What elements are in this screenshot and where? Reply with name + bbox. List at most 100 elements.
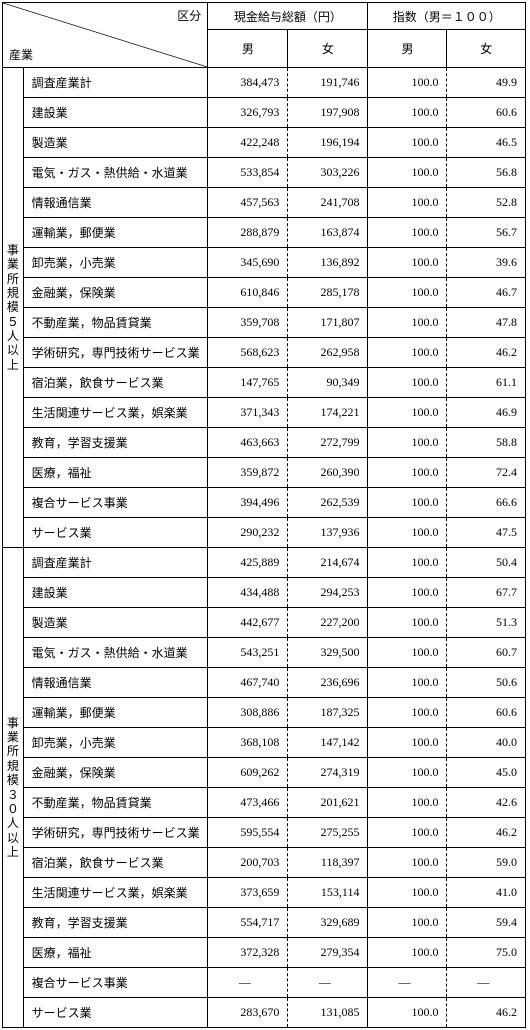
salary-female: 171,807 xyxy=(288,308,368,338)
salary-male: 422,248 xyxy=(208,128,288,158)
salary-female: 303,226 xyxy=(288,158,368,188)
index-male: 100.0 xyxy=(368,488,447,518)
salary-female: 131,085 xyxy=(288,998,368,1028)
salary-male: 283,670 xyxy=(208,998,288,1028)
salary-female: 191,746 xyxy=(288,68,368,98)
index-female-header: 女 xyxy=(447,30,526,68)
salary-female: 272,799 xyxy=(288,428,368,458)
table-row: 学術研究，専門技術サービス業595,554275,255100.046.2 xyxy=(3,818,526,848)
salary-male: 473,466 xyxy=(208,788,288,818)
table-row: 製造業422,248196,194100.046.5 xyxy=(3,128,526,158)
index-male: 100.0 xyxy=(368,98,447,128)
salary-female: 241,708 xyxy=(288,188,368,218)
industry-label: 教育，学習支援業 xyxy=(23,908,208,938)
index-male: 100.0 xyxy=(368,908,447,938)
index-female: 46.2 xyxy=(447,338,526,368)
index-male: 100.0 xyxy=(368,668,447,698)
table-row: 複合サービス事業394,496262,539100.066.6 xyxy=(3,488,526,518)
index-female: 51.3 xyxy=(447,608,526,638)
industry-label: 宿泊業，飲食サービス業 xyxy=(23,848,208,878)
salary-male: 554,717 xyxy=(208,908,288,938)
salary-female: 294,253 xyxy=(288,578,368,608)
index-female: 72.4 xyxy=(447,458,526,488)
industry-label: 医療，福祉 xyxy=(23,938,208,968)
industry-label: 電気・ガス・熱供給・水道業 xyxy=(23,158,208,188)
index-male: 100.0 xyxy=(368,308,447,338)
index-female: 66.6 xyxy=(447,488,526,518)
index-male: — xyxy=(368,968,447,998)
index-male: 100.0 xyxy=(368,428,447,458)
salary-female: 187,325 xyxy=(288,698,368,728)
salary-female: 329,689 xyxy=(288,908,368,938)
table-row: 生活関連サービス業，娯楽業373,659153,114100.041.0 xyxy=(3,878,526,908)
index-female: 59.4 xyxy=(447,908,526,938)
index-female: 42.6 xyxy=(447,788,526,818)
salary-female-header: 女 xyxy=(288,30,368,68)
index-male: 100.0 xyxy=(368,848,447,878)
index-female: 60.6 xyxy=(447,98,526,128)
salary-male: 308,886 xyxy=(208,698,288,728)
table-row: 不動産業，物品賃貸業473,466201,621100.042.6 xyxy=(3,788,526,818)
industry-label: サービス業 xyxy=(23,518,208,548)
industry-label: 製造業 xyxy=(23,608,208,638)
salary-female: 236,696 xyxy=(288,668,368,698)
industry-label: 医療，福祉 xyxy=(23,458,208,488)
index-female: 60.6 xyxy=(447,698,526,728)
table-row: 生活関連サービス業，娯楽業371,343174,221100.046.9 xyxy=(3,398,526,428)
index-male: 100.0 xyxy=(368,518,447,548)
salary-male: 434,488 xyxy=(208,578,288,608)
index-male: 100.0 xyxy=(368,368,447,398)
index-male: 100.0 xyxy=(368,278,447,308)
table-row: 建設業434,488294,253100.067.7 xyxy=(3,578,526,608)
index-female: 45.0 xyxy=(447,758,526,788)
salary-male: 372,328 xyxy=(208,938,288,968)
index-group-header: 指数（男＝１００） xyxy=(368,3,526,30)
salary-male: 200,703 xyxy=(208,848,288,878)
table-row: サービス業283,670131,085100.046.2 xyxy=(3,998,526,1028)
table-row: 医療，福祉372,328279,354100.075.0 xyxy=(3,938,526,968)
index-female: 56.7 xyxy=(447,218,526,248)
index-female: 47.8 xyxy=(447,308,526,338)
index-female: 67.7 xyxy=(447,578,526,608)
index-female: 59.0 xyxy=(447,848,526,878)
salary-male: 368,108 xyxy=(208,728,288,758)
salary-female: 274,319 xyxy=(288,758,368,788)
industry-label: 学術研究，専門技術サービス業 xyxy=(23,338,208,368)
industry-label: 学術研究，専門技術サービス業 xyxy=(23,818,208,848)
salary-female: 262,958 xyxy=(288,338,368,368)
index-male: 100.0 xyxy=(368,998,447,1028)
table-row: 宿泊業，飲食サービス業147,76590,349100.061.1 xyxy=(3,368,526,398)
salary-female: 153,114 xyxy=(288,878,368,908)
salary-male: 609,262 xyxy=(208,758,288,788)
table-row: 運輸業，郵便業308,886187,325100.060.6 xyxy=(3,698,526,728)
index-female: 46.9 xyxy=(447,398,526,428)
table-row: 製造業442,677227,200100.051.3 xyxy=(3,608,526,638)
table-row: 事業所規模５人以上調査産業計384,473191,746100.049.9 xyxy=(3,68,526,98)
index-female: 41.0 xyxy=(447,878,526,908)
table-row: 金融業，保険業610,846285,178100.046.7 xyxy=(3,278,526,308)
salary-male: 326,793 xyxy=(208,98,288,128)
industry-label: 不動産業，物品賃貸業 xyxy=(23,788,208,818)
index-female: 46.7 xyxy=(447,278,526,308)
salary-male: 373,659 xyxy=(208,878,288,908)
group-label-vertical: 事業所規模３０人以上 xyxy=(3,548,24,1028)
salary-male: 359,872 xyxy=(208,458,288,488)
salary-female: 214,674 xyxy=(288,548,368,578)
table-row: 電気・ガス・熱供給・水道業543,251329,500100.060.7 xyxy=(3,638,526,668)
salary-male-header: 男 xyxy=(208,30,288,68)
table-row: 宿泊業，飲食サービス業200,703118,397100.059.0 xyxy=(3,848,526,878)
salary-female: 147,142 xyxy=(288,728,368,758)
salary-female: 279,354 xyxy=(288,938,368,968)
index-male: 100.0 xyxy=(368,128,447,158)
salary-female: 163,874 xyxy=(288,218,368,248)
table-row: サービス業290,232137,936100.047.5 xyxy=(3,518,526,548)
table-row: 複合サービス事業———— xyxy=(3,968,526,998)
industry-label: 調査産業計 xyxy=(23,548,208,578)
index-female: 46.2 xyxy=(447,818,526,848)
salary-male: — xyxy=(208,968,288,998)
salary-male: 595,554 xyxy=(208,818,288,848)
index-female: 58.8 xyxy=(447,428,526,458)
salary-female: 227,200 xyxy=(288,608,368,638)
index-male: 100.0 xyxy=(368,878,447,908)
table-row: 卸売業，小売業368,108147,142100.040.0 xyxy=(3,728,526,758)
